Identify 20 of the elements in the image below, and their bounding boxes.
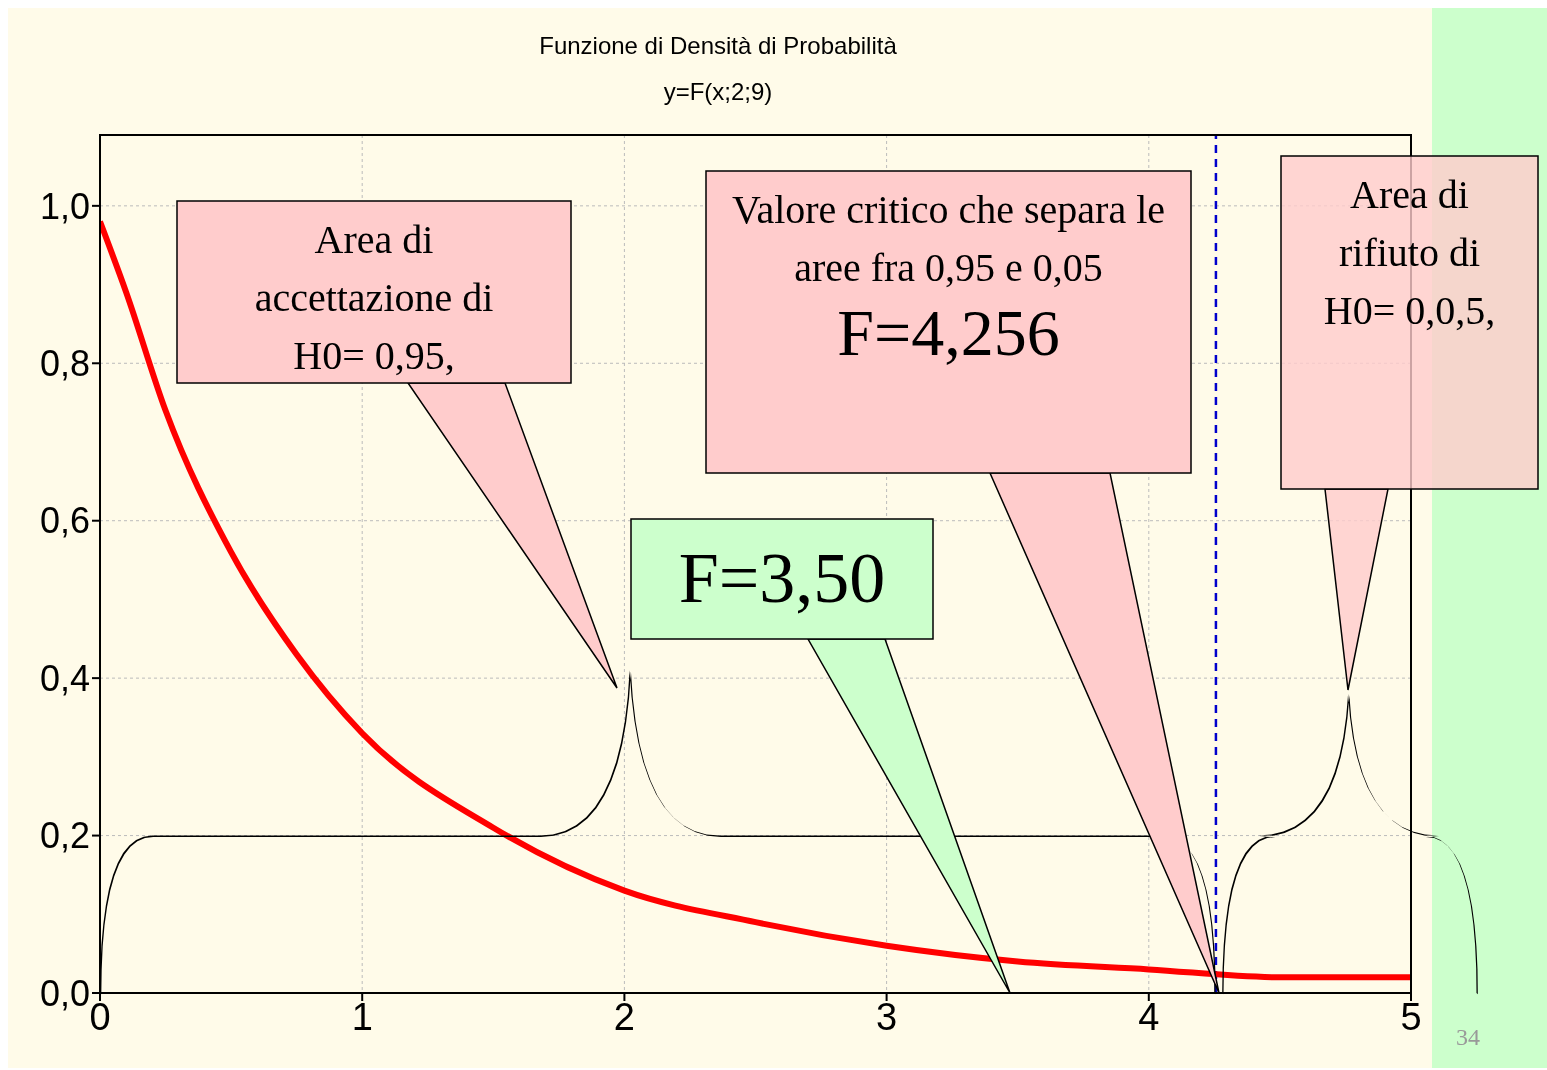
y-tick-label: 0,2 bbox=[39, 815, 90, 857]
x-tick-label: 2 bbox=[613, 995, 635, 1038]
y-tick-label: 1,0 bbox=[39, 185, 90, 227]
y-tick-label: 0,6 bbox=[39, 500, 90, 542]
y-tick-label: 0,4 bbox=[39, 657, 90, 699]
annotation: Area di accettazione di H0= 0,95, bbox=[253, 216, 495, 380]
y-tick-label: 0,8 bbox=[39, 343, 90, 385]
x-tick-label: 1 bbox=[351, 995, 373, 1038]
x-tick-label: 5 bbox=[1400, 995, 1422, 1038]
text: 34 bbox=[1456, 1024, 1480, 1051]
chart-subtitle: y=F(x;2;9) bbox=[663, 78, 773, 105]
x-tick-label: 4 bbox=[1138, 995, 1160, 1038]
y-tick-label: 0,0 bbox=[39, 972, 90, 1014]
annotation: F=3,50 bbox=[678, 538, 886, 619]
annotation: Area di rifiuto di H0= 0,0,5, bbox=[1322, 171, 1497, 335]
x-tick-label: 0 bbox=[89, 995, 111, 1038]
chart-title: Funzione di Densità di Probabilità bbox=[539, 32, 898, 59]
x-tick-label: 3 bbox=[876, 995, 898, 1038]
annotation: F=4,256 bbox=[837, 296, 1060, 370]
annotation: Valore critico che separa le aree fra 0,95 e 0,05 bbox=[730, 186, 1167, 292]
